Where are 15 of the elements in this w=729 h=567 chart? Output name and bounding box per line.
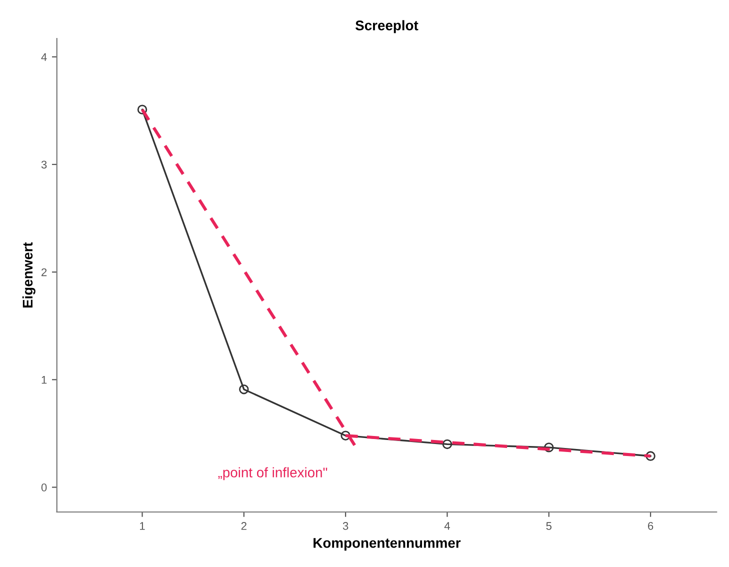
chart-title: Screeplot <box>355 20 418 34</box>
x-tick-label: 5 <box>546 522 552 530</box>
y-tick-label: 1 <box>42 376 47 384</box>
x-tick-label: 3 <box>342 522 348 530</box>
y-axis-title: Eigenwert <box>22 242 36 308</box>
x-tick-label: 2 <box>241 522 246 530</box>
x-tick-label: 1 <box>140 522 145 530</box>
x-tick-label: 6 <box>648 522 654 530</box>
y-tick-label: 0 <box>41 484 47 492</box>
x-tick-label: 4 <box>444 522 450 530</box>
annotation: „point of inflexion" <box>218 467 328 480</box>
y-tick-label: 4 <box>41 53 47 61</box>
x-axis-title: Komponentennummer <box>314 538 461 551</box>
y-tick-label: 3 <box>41 160 47 169</box>
y-tick-label: 2 <box>42 268 47 276</box>
